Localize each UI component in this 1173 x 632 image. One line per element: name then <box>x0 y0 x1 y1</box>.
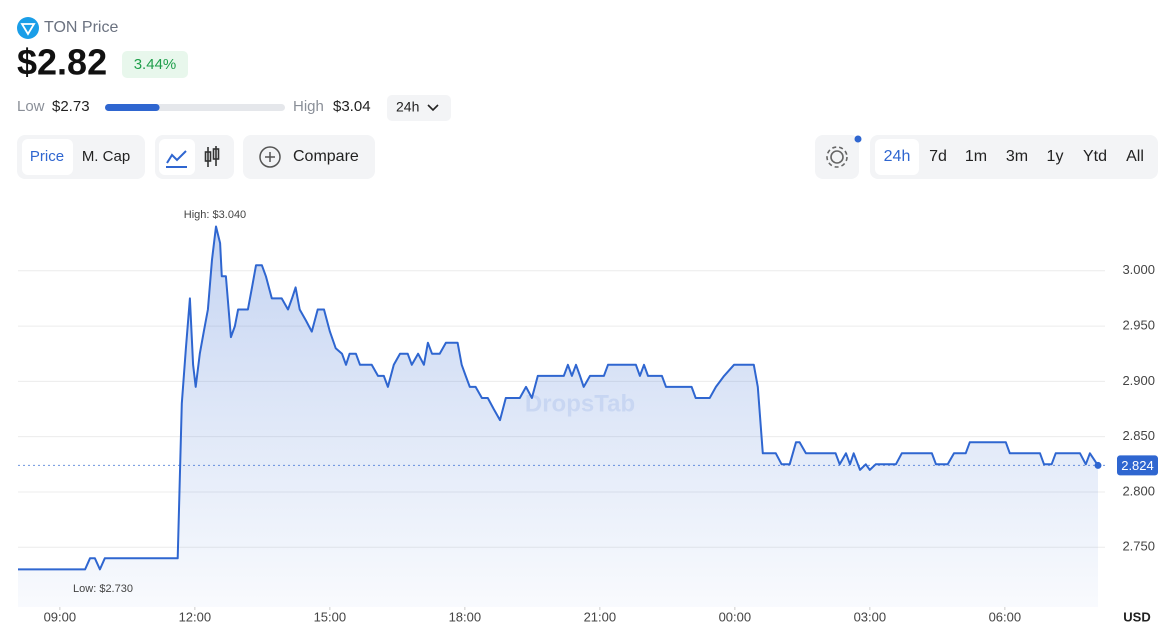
x-tick-label: 15:00 <box>314 609 347 624</box>
timeframe-tab[interactable]: 1m <box>965 148 987 165</box>
timeframe-tab[interactable]: 7d <box>929 148 947 165</box>
low-annotation: Low: $2.730 <box>73 583 133 595</box>
timeframe-group <box>870 135 1158 179</box>
plus-icon <box>259 146 281 168</box>
y-tick-label: 2.800 <box>1122 483 1155 498</box>
x-tick-label: 06:00 <box>989 609 1022 624</box>
settings-dot <box>854 135 862 143</box>
price: $2.82 <box>17 42 107 83</box>
settings-button[interactable] <box>815 135 859 179</box>
line-type-button[interactable] <box>159 139 195 175</box>
last-price-tag <box>1117 455 1158 476</box>
last-price-dot <box>1094 461 1102 469</box>
x-tick-label: 00:00 <box>719 609 752 624</box>
candle-icon[interactable] <box>204 146 220 167</box>
low-label: Low <box>17 98 45 115</box>
x-tick-label: 12:00 <box>179 609 212 624</box>
low-value: $2.73 <box>52 98 90 115</box>
x-tick-label: 03:00 <box>854 609 887 624</box>
range-fill <box>105 104 160 111</box>
timeframe-tab[interactable]: 3m <box>1006 148 1028 165</box>
timeframe-active-bg <box>875 139 919 175</box>
timeframe-tab[interactable]: 24h <box>884 148 911 165</box>
x-tick-label: 21:00 <box>584 609 617 624</box>
last-price-label: 2.824 <box>1121 458 1154 473</box>
compare-label[interactable]: Compare <box>293 148 359 165</box>
line-icon <box>166 150 187 164</box>
price-line <box>18 225 1099 571</box>
change: 3.44% <box>134 56 177 73</box>
metric-active-bg <box>22 139 73 175</box>
high-label: High <box>293 98 324 115</box>
dropdown-chevron <box>427 104 439 112</box>
y-tick-label: 3.000 <box>1122 262 1155 277</box>
y-unit: USD <box>1123 609 1150 624</box>
timeframe-tab[interactable]: All <box>1126 148 1144 165</box>
y-tick-label: 2.950 <box>1122 318 1155 333</box>
plus-icon-glyph <box>265 152 275 162</box>
compare-button[interactable] <box>243 135 375 179</box>
period-dropdown[interactable] <box>387 95 451 121</box>
gear-teeth <box>826 146 848 168</box>
change-badge <box>122 51 188 78</box>
high-annotation: High: $3.040 <box>184 209 246 221</box>
chart: 2.750 2.800 2.850 2.900 2.950 3.000 09:00 12:00… <box>18 225 1158 624</box>
metric-tab[interactable]: Price <box>30 148 64 165</box>
x-tick-label: 18:00 <box>449 609 482 624</box>
timeframe-tab[interactable]: Ytd <box>1083 148 1107 165</box>
gear-icon <box>830 150 844 164</box>
y-tick-label: 2.900 <box>1122 373 1155 388</box>
metric-tab[interactable]: M. Cap <box>82 148 130 165</box>
coin-icon-glyph <box>20 23 36 36</box>
timeframe-tab[interactable]: 1y <box>1047 148 1064 165</box>
y-tick-label: 2.750 <box>1122 539 1155 554</box>
period-dropdown-label[interactable]: 24h <box>396 99 419 115</box>
x-tick-label: 09:00 <box>44 609 77 624</box>
price-area <box>18 226 1098 607</box>
timeframes: 24h 7d 1m 3m 1y Ytd All <box>884 148 1144 165</box>
y-tick-label: 2.850 <box>1122 428 1155 443</box>
title: TON Price <box>44 19 118 36</box>
coin-icon <box>17 17 39 39</box>
high-value: $3.04 <box>333 98 371 115</box>
